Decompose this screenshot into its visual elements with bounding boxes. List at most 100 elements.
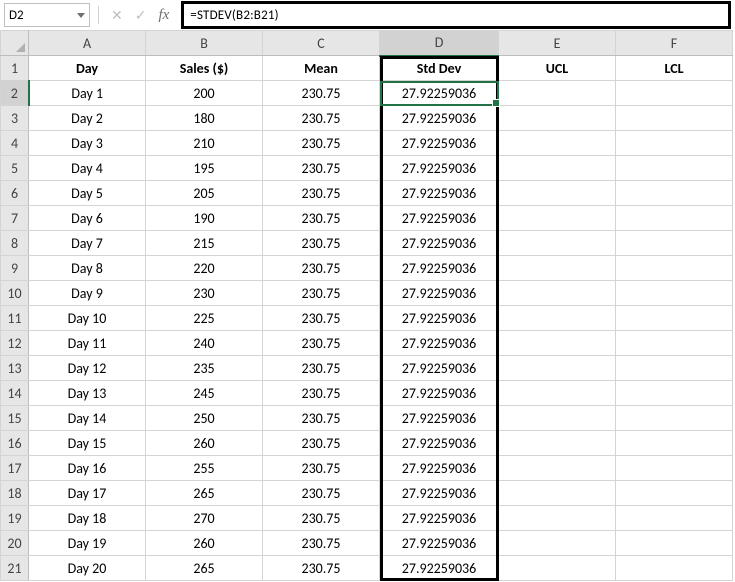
cell[interactable] [616, 381, 733, 406]
row-header[interactable]: 15 [1, 406, 29, 431]
cell[interactable] [616, 231, 733, 256]
cell[interactable]: 270 [146, 506, 263, 531]
cell[interactable]: 240 [146, 331, 263, 356]
row-header[interactable]: 2 [1, 81, 29, 106]
cell[interactable] [499, 406, 616, 431]
row-header[interactable]: 3 [1, 106, 29, 131]
cell[interactable]: Std Dev [380, 56, 499, 81]
cell[interactable]: 230.75 [263, 356, 380, 381]
cell[interactable] [616, 131, 733, 156]
row-header[interactable]: 14 [1, 381, 29, 406]
cell[interactable] [499, 331, 616, 356]
cell[interactable]: Day 6 [29, 206, 146, 231]
cell[interactable]: 27.92259036 [380, 206, 499, 231]
cell[interactable] [616, 281, 733, 306]
cell[interactable]: Day 2 [29, 106, 146, 131]
cell[interactable] [616, 531, 733, 556]
cell[interactable]: LCL [616, 56, 733, 81]
row-header[interactable]: 16 [1, 431, 29, 456]
cell[interactable]: 230.75 [263, 506, 380, 531]
cell[interactable]: Day 17 [29, 481, 146, 506]
cell[interactable]: 260 [146, 431, 263, 456]
cell[interactable]: 265 [146, 556, 263, 581]
cell[interactable]: 27.92259036 [380, 456, 499, 481]
row-header[interactable]: 5 [1, 156, 29, 181]
col-header-D[interactable]: D [380, 31, 499, 56]
cell[interactable]: 27.92259036 [380, 506, 499, 531]
cell[interactable]: 27.92259036 [380, 256, 499, 281]
enter-icon[interactable]: ✓ [135, 7, 147, 24]
cell[interactable] [499, 156, 616, 181]
cell[interactable]: 27.92259036 [380, 406, 499, 431]
cell[interactable] [499, 206, 616, 231]
cell[interactable] [499, 306, 616, 331]
col-header-F[interactable]: F [616, 31, 733, 56]
cell[interactable]: Day 3 [29, 131, 146, 156]
row-header[interactable]: 19 [1, 506, 29, 531]
cell[interactable] [616, 481, 733, 506]
row-header[interactable]: 11 [1, 306, 29, 331]
cell[interactable]: Sales ($) [146, 56, 263, 81]
cell[interactable] [616, 456, 733, 481]
cell[interactable]: 205 [146, 181, 263, 206]
row-header[interactable]: 10 [1, 281, 29, 306]
cell[interactable]: 230.75 [263, 181, 380, 206]
cell[interactable]: 27.92259036 [380, 556, 499, 581]
cell[interactable] [499, 181, 616, 206]
cell[interactable] [499, 256, 616, 281]
cell[interactable] [616, 206, 733, 231]
cell[interactable]: 27.92259036 [380, 181, 499, 206]
cell[interactable] [616, 506, 733, 531]
row-header[interactable]: 21 [1, 556, 29, 581]
cell[interactable]: 215 [146, 231, 263, 256]
cell[interactable]: 260 [146, 531, 263, 556]
cell[interactable]: 195 [146, 156, 263, 181]
row-header[interactable]: 6 [1, 181, 29, 206]
cell[interactable]: 200 [146, 81, 263, 106]
cell[interactable]: Day 10 [29, 306, 146, 331]
cell[interactable]: Day 4 [29, 156, 146, 181]
cell[interactable]: 230.75 [263, 106, 380, 131]
col-header-C[interactable]: C [263, 31, 380, 56]
cell[interactable]: 220 [146, 256, 263, 281]
cell[interactable]: 230.75 [263, 456, 380, 481]
cell[interactable] [499, 106, 616, 131]
cell[interactable]: Mean [263, 56, 380, 81]
cell[interactable]: Day 15 [29, 431, 146, 456]
cell[interactable] [499, 356, 616, 381]
cell[interactable] [499, 281, 616, 306]
cell[interactable] [616, 431, 733, 456]
cell[interactable]: 230.75 [263, 231, 380, 256]
col-header-B[interactable]: B [146, 31, 263, 56]
cell[interactable]: 27.92259036 [380, 81, 499, 106]
row-header[interactable]: 9 [1, 256, 29, 281]
cell[interactable]: 210 [146, 131, 263, 156]
cell[interactable]: 225 [146, 306, 263, 331]
cell[interactable]: 27.92259036 [380, 281, 499, 306]
cell[interactable] [499, 556, 616, 581]
cell[interactable]: 230 [146, 281, 263, 306]
name-box[interactable]: D2 [4, 3, 90, 27]
cell[interactable]: 27.92259036 [380, 481, 499, 506]
row-header[interactable]: 17 [1, 456, 29, 481]
cell[interactable]: 27.92259036 [380, 356, 499, 381]
select-all-corner[interactable] [1, 31, 29, 56]
chevron-down-icon[interactable] [77, 13, 85, 18]
cell[interactable]: 230.75 [263, 431, 380, 456]
cell[interactable]: 230.75 [263, 81, 380, 106]
cell[interactable]: Day 7 [29, 231, 146, 256]
cell[interactable]: Day 19 [29, 531, 146, 556]
formula-input[interactable]: =STDEV(B2:B21) [181, 1, 731, 29]
cell[interactable]: 230.75 [263, 331, 380, 356]
cell[interactable] [499, 131, 616, 156]
cell[interactable]: 230.75 [263, 206, 380, 231]
row-header[interactable]: 20 [1, 531, 29, 556]
cell[interactable]: 235 [146, 356, 263, 381]
cell[interactable] [499, 456, 616, 481]
cell[interactable]: 230.75 [263, 306, 380, 331]
cell[interactable] [616, 181, 733, 206]
cell[interactable] [616, 331, 733, 356]
col-header-E[interactable]: E [499, 31, 616, 56]
cell[interactable] [499, 481, 616, 506]
cell[interactable]: 27.92259036 [380, 231, 499, 256]
